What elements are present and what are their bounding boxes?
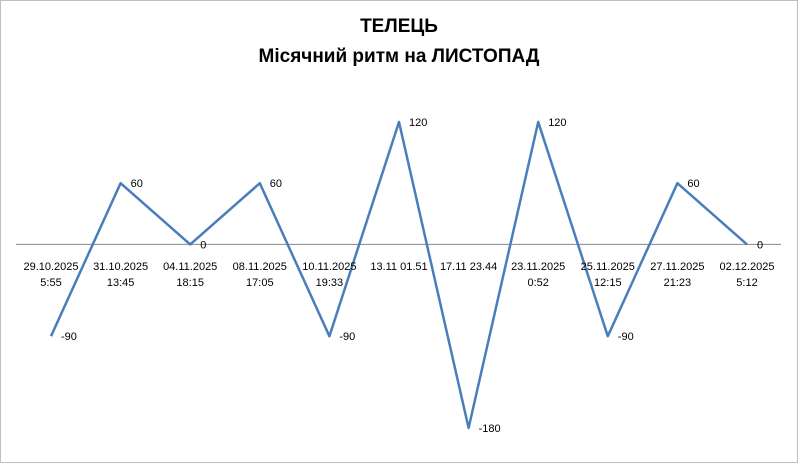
series-line <box>49 120 748 430</box>
chart-title: ТЕЛЕЦЬ <box>360 16 438 37</box>
x-tick-label: 13:45 <box>107 277 135 289</box>
x-tick-label: 13.11 01.51 <box>370 261 427 273</box>
data-label: 60 <box>270 178 282 190</box>
data-label: -90 <box>339 331 355 343</box>
x-tick-label: 21:23 <box>664 277 692 289</box>
x-tick-label: 23.11.2025 <box>511 261 565 273</box>
x-tick-label: 10.11.2025 <box>302 261 356 273</box>
data-label: -90 <box>61 331 77 343</box>
x-tick-label: 02.12.2025 <box>719 261 774 273</box>
x-tick-label: 5:12 <box>736 277 757 289</box>
data-label: 60 <box>131 178 143 190</box>
x-tick-label: 25.11.2025 <box>581 261 635 273</box>
data-label: 120 <box>409 117 427 129</box>
data-label: 0 <box>757 239 763 251</box>
x-tick-label: 17:05 <box>246 277 274 289</box>
x-tick-label: 04.11.2025 <box>163 261 217 273</box>
x-tick-label: 08.11.2025 <box>233 261 287 273</box>
data-label: 60 <box>687 178 699 190</box>
data-label: 0 <box>200 239 206 251</box>
chart-subtitle: Місячний ритм на ЛИСТОПАД <box>258 46 540 67</box>
x-tick-label: 17.11 23.44 <box>440 261 497 273</box>
data-label: -90 <box>618 331 634 343</box>
x-tick-label: 27.11.2025 <box>650 261 704 273</box>
x-tick-label: 31.10.2025 <box>93 261 148 273</box>
x-tick-label: 5:55 <box>40 277 61 289</box>
x-tick-label: 18:15 <box>176 277 204 289</box>
x-tick-label: 19:33 <box>316 277 344 289</box>
x-tick-label: 12:15 <box>594 277 622 289</box>
x-tick-label: 29.10.2025 <box>23 261 78 273</box>
data-label: 120 <box>548 117 566 129</box>
x-tick-label: 0:52 <box>527 277 548 289</box>
data-label: -180 <box>479 423 501 435</box>
